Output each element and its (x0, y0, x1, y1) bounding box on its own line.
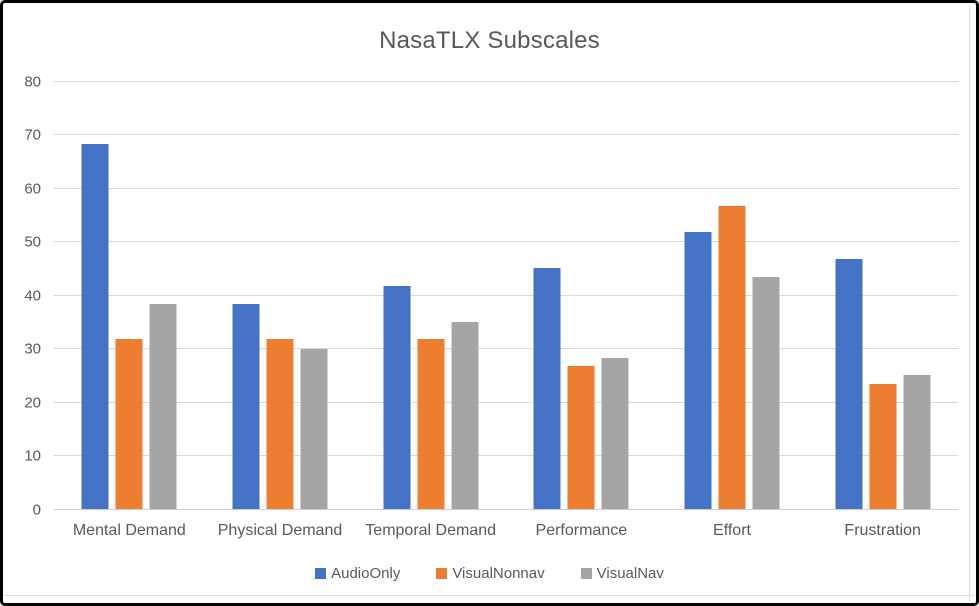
bar-audioonly-effort (684, 232, 712, 509)
bar-visualnav-temporal-demand (451, 321, 479, 509)
bar-group-mental-demand (81, 81, 177, 509)
category-label-physical-demand: Physical Demand (217, 522, 343, 539)
bar-visualnonnav-physical-demand (266, 339, 294, 509)
legend-marker-visualnonnav (436, 568, 448, 579)
chart-legend: AudioOnly VisualNonnav VisualNav (3, 565, 976, 582)
bar-visualnav-mental-demand (149, 304, 177, 509)
legend-label-visualnonnav: VisualNonnav (452, 565, 545, 582)
bar-audioonly-performance (533, 268, 561, 509)
bar-visualnonnav-mental-demand (115, 339, 143, 509)
legend-item-audioonly: AudioOnly (315, 565, 400, 582)
y-tick-label-70: 70 (24, 126, 41, 144)
plot-area: 0 10 20 30 40 50 60 70 80 Mental Demand Physical D… (24, 73, 958, 539)
bar-visualnav-performance (601, 357, 629, 509)
y-tick-label-20: 20 (24, 394, 41, 411)
legend-label-audioonly: AudioOnly (331, 565, 401, 582)
gridline-0 (54, 508, 958, 510)
chart-title: NasaTLX Subscales (379, 27, 600, 54)
category-label-mental-demand: Mental Demand (72, 522, 186, 539)
chart-border-bottom (5, 595, 974, 596)
y-tick-label-30: 30 (24, 340, 41, 358)
gridline-80 (54, 80, 958, 82)
bar-visualnonnav-effort (718, 205, 746, 509)
bar-visualnav-effort (752, 277, 780, 509)
bar-group-performance (533, 81, 629, 509)
bar-group-effort (684, 81, 780, 509)
y-tick-label-80: 80 (24, 73, 41, 90)
chart-border-right (969, 5, 970, 601)
legend-item-visualnonnav: VisualNonnav (436, 565, 545, 582)
y-tick-label-0: 0 (32, 501, 41, 518)
bar-audioonly-mental-demand (81, 143, 109, 509)
legend-marker-visualnav (580, 568, 592, 579)
gridline-40 (54, 294, 958, 296)
category-label-effort: Effort (713, 522, 751, 539)
bar-visualnonnav-temporal-demand (417, 339, 445, 509)
category-label-temporal-demand: Temporal Demand (365, 522, 497, 539)
category-label-frustration: Frustration (844, 522, 921, 539)
bar-visualnonnav-performance (567, 366, 595, 509)
legend-item-visualnav: VisualNav (580, 565, 664, 582)
category-label-performance: Performance (535, 522, 628, 539)
y-tick-label-60: 60 (24, 180, 41, 197)
bar-audioonly-temporal-demand (383, 285, 411, 509)
legend-label-visualnav: VisualNav (596, 565, 664, 582)
y-tick-label-40: 40 (24, 287, 41, 304)
y-tick-label-10: 10 (24, 447, 41, 465)
bar-visualnav-physical-demand (300, 348, 328, 509)
bar-audioonly-frustration (835, 259, 863, 509)
bar-visualnav-frustration (903, 375, 931, 509)
bar-group-temporal-demand (383, 81, 479, 509)
gridline-20 (54, 401, 958, 403)
gridline-50 (54, 241, 958, 242)
bar-visualnonnav-frustration (869, 384, 897, 509)
gridline-60 (54, 187, 958, 189)
gridline-30 (54, 348, 958, 349)
bar-group-physical-demand (232, 81, 328, 509)
bar-group-frustration (835, 81, 931, 509)
y-tick-label-50: 50 (24, 233, 41, 251)
bar-audioonly-physical-demand (232, 304, 260, 509)
gridline-10 (54, 455, 958, 456)
legend-marker-audioonly (315, 568, 327, 579)
gridline-70 (54, 134, 958, 135)
